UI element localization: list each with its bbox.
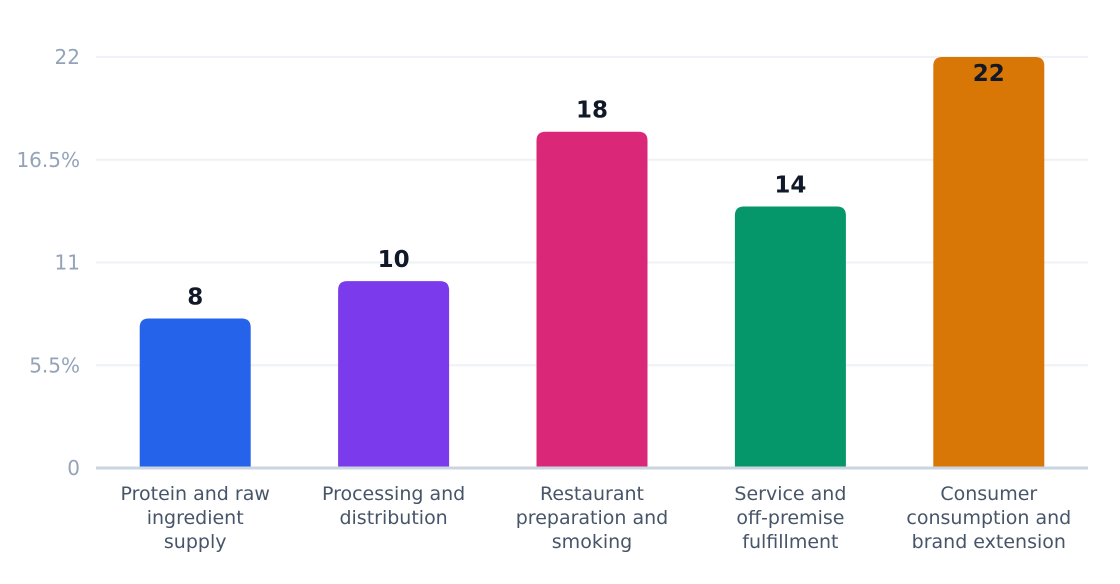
x-category-label: Protein and raw ingredient supply — [120, 483, 269, 553]
x-category-label: Consumer consumption and brand extension — [906, 483, 1071, 553]
bar-value-label: 22 — [973, 61, 1005, 87]
x-category-label-line: distribution — [339, 507, 447, 529]
x-category-label-line: ingredient — [147, 507, 244, 529]
x-category-label: Service and off-premise fulfillment — [734, 483, 846, 553]
x-category-label: Processing and distribution — [322, 483, 465, 529]
x-category-label-line: smoking — [552, 531, 632, 553]
y-tick-label: 16.5% — [16, 148, 80, 172]
y-tick-label: 22 — [55, 45, 80, 69]
bar — [139, 318, 251, 468]
y-tick-label: 11 — [55, 251, 80, 275]
bar-value-label: 10 — [378, 247, 410, 273]
x-category-label-line: Restaurant — [540, 483, 644, 505]
y-axis: 0 5.5% 11 16.5% 22 — [16, 45, 80, 480]
bars — [139, 57, 1045, 469]
x-category-label-line: Service and — [734, 483, 846, 505]
x-category-label-line: brand extension — [912, 531, 1066, 553]
bar — [338, 281, 450, 468]
x-category-label-line: Processing and — [322, 483, 465, 505]
bar — [536, 131, 648, 468]
bar — [933, 57, 1045, 468]
bar-value-label: 14 — [774, 172, 806, 198]
x-category-label-line: consumption and — [906, 507, 1071, 529]
x-category-label-line: preparation and — [516, 507, 668, 529]
y-tick-label: 0 — [67, 456, 80, 480]
bar-value-label: 8 — [187, 285, 203, 311]
x-category-label-line: Consumer — [940, 483, 1037, 505]
bar-value-label: 18 — [576, 98, 608, 124]
x-category-label: Restaurant preparation and smoking — [516, 483, 668, 553]
x-category-label-line: off-premise — [736, 507, 844, 529]
value-labels: 8 10 18 14 22 — [187, 61, 1005, 311]
x-category-label-line: Protein and raw — [120, 483, 269, 505]
bar — [734, 206, 846, 469]
x-axis-labels: Protein and raw ingredient supply Processin… — [120, 483, 1071, 553]
x-category-label-line: supply — [164, 531, 227, 553]
y-tick-label: 5.5% — [29, 353, 80, 377]
x-category-label-line: fulfillment — [742, 531, 838, 553]
